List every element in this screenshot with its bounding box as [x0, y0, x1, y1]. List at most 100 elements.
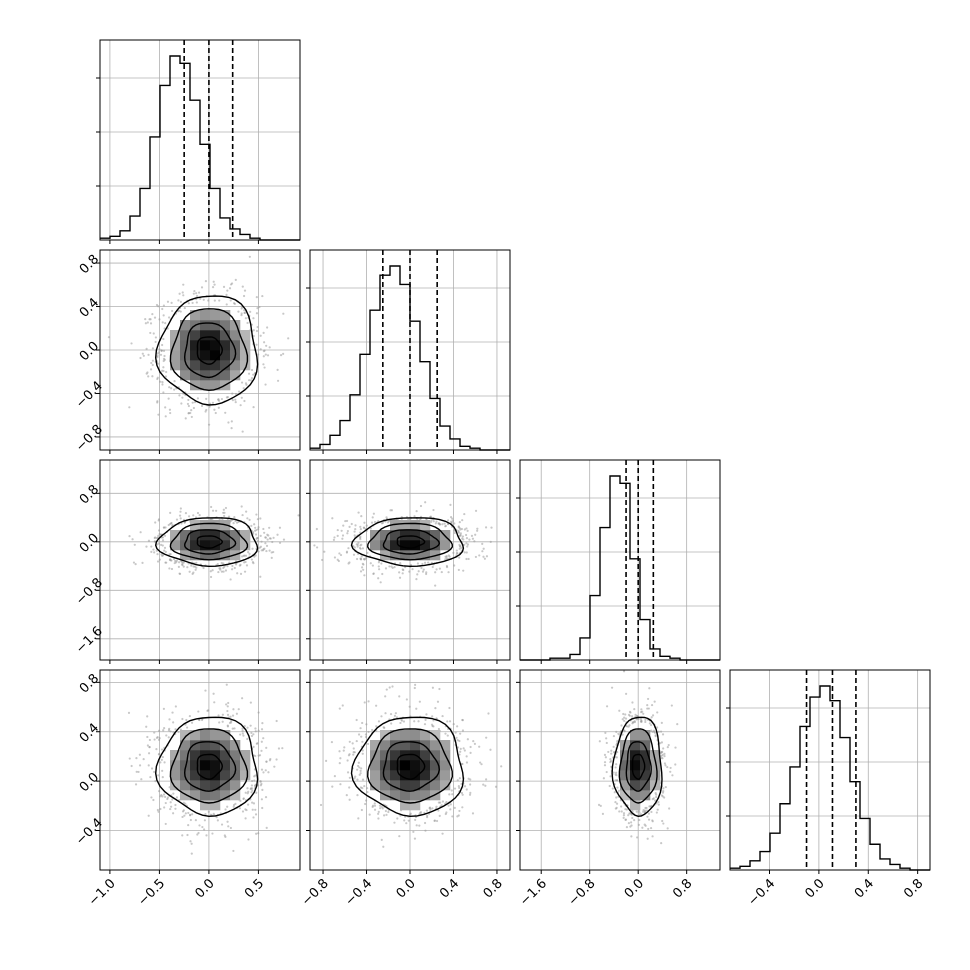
scatter-point: [243, 311, 247, 315]
scatter-point: [163, 546, 167, 549]
density-bin: [390, 750, 401, 761]
density-bin: [630, 740, 641, 751]
scatter-point: [375, 725, 378, 728]
scatter-point: [604, 756, 607, 759]
density-bin: [180, 780, 191, 791]
scatter-point: [440, 570, 443, 574]
scatter-point: [234, 392, 238, 396]
scatter-point: [261, 806, 264, 810]
density-bin: [190, 740, 201, 751]
scatter-point: [240, 396, 243, 399]
histogram-panel-p1: [96, 39, 301, 241]
scatter-point: [381, 521, 385, 524]
scatter-point: [134, 783, 138, 786]
scatter-point: [254, 808, 257, 811]
scatter-point: [424, 829, 427, 832]
scatter-point: [257, 353, 260, 356]
contour-line: [169, 522, 249, 561]
scatter-point: [209, 813, 212, 816]
scatter-point: [654, 799, 657, 802]
scatter-point: [622, 670, 626, 673]
density-bin: [190, 730, 201, 741]
scatter-point: [642, 810, 645, 813]
scatter-point: [260, 768, 264, 771]
scatter-point: [347, 547, 350, 550]
scatter-point: [455, 549, 458, 552]
contour-line: [350, 517, 465, 568]
scatter-point: [151, 375, 154, 378]
scatter-point: [463, 512, 466, 516]
density-bin: [200, 540, 211, 551]
scatter-point: [377, 577, 380, 580]
density-bin: [430, 760, 441, 771]
scatter-point: [456, 725, 459, 728]
histogram-step: [310, 265, 510, 451]
scatter-point: [616, 750, 619, 754]
density-bin: [190, 790, 201, 801]
scatter-point: [338, 762, 341, 765]
scatter-point: [459, 732, 462, 735]
density-bin: [240, 770, 251, 781]
scatter-point: [615, 796, 618, 799]
panel-content: [100, 460, 300, 660]
scatter-point: [407, 819, 410, 822]
scatter-point: [202, 298, 205, 301]
scatter-point: [461, 793, 464, 796]
density-bin: [180, 730, 191, 741]
scatter-point: [163, 549, 166, 552]
scatter-point: [381, 572, 384, 576]
density-bin: [180, 320, 191, 331]
scatter-point: [243, 289, 247, 292]
scatter-point: [157, 351, 160, 354]
scatter-point: [250, 791, 253, 794]
density-bin: [200, 760, 211, 771]
scatter-point: [253, 523, 256, 526]
scatter-point: [158, 737, 161, 740]
scatter-point: [268, 537, 272, 540]
scatter-point: [352, 753, 355, 756]
scatter-point: [469, 791, 472, 794]
scatter-point: [239, 733, 242, 736]
density-bin: [190, 340, 201, 351]
scatter-point: [637, 823, 640, 826]
scatter-point: [472, 740, 475, 743]
scatter-point: [162, 366, 165, 369]
scatter-point: [199, 297, 202, 300]
panel-frame: [519, 459, 721, 661]
density-bin: [380, 540, 391, 551]
density-bin: [170, 760, 181, 771]
scatter-point: [402, 720, 406, 723]
scatter-point: [465, 527, 468, 530]
scatter-point: [663, 762, 667, 765]
density-bin: [190, 350, 201, 361]
scatter-point: [359, 772, 362, 775]
scatter-point: [256, 307, 259, 310]
scatter-point: [465, 542, 468, 545]
scatter-point: [239, 572, 243, 575]
scatter-point: [368, 813, 371, 816]
scatter-point: [411, 568, 414, 571]
scatter-point: [242, 797, 245, 800]
scatter-point: [369, 562, 372, 565]
density-bin: [210, 730, 221, 741]
density-bin: [210, 740, 221, 751]
scatter-point: [633, 720, 636, 723]
scatter-point: [272, 550, 275, 554]
scatter-point: [462, 538, 465, 541]
scatter-point: [262, 363, 265, 366]
scatter-point: [265, 549, 268, 553]
scatter-point: [154, 536, 157, 539]
scatter-point: [648, 687, 651, 690]
scatter-point: [371, 564, 374, 567]
scatter-point: [203, 819, 206, 822]
scatter-point: [167, 729, 171, 732]
scatter-point: [200, 404, 204, 408]
scatter-point: [364, 735, 368, 739]
density-bin: [410, 530, 421, 541]
scatter-point: [353, 777, 356, 780]
scatter-point: [226, 396, 230, 399]
scatter-point: [212, 692, 215, 695]
scatter-point: [444, 732, 447, 735]
scatter-point: [357, 761, 360, 764]
density-bin: [170, 330, 181, 341]
